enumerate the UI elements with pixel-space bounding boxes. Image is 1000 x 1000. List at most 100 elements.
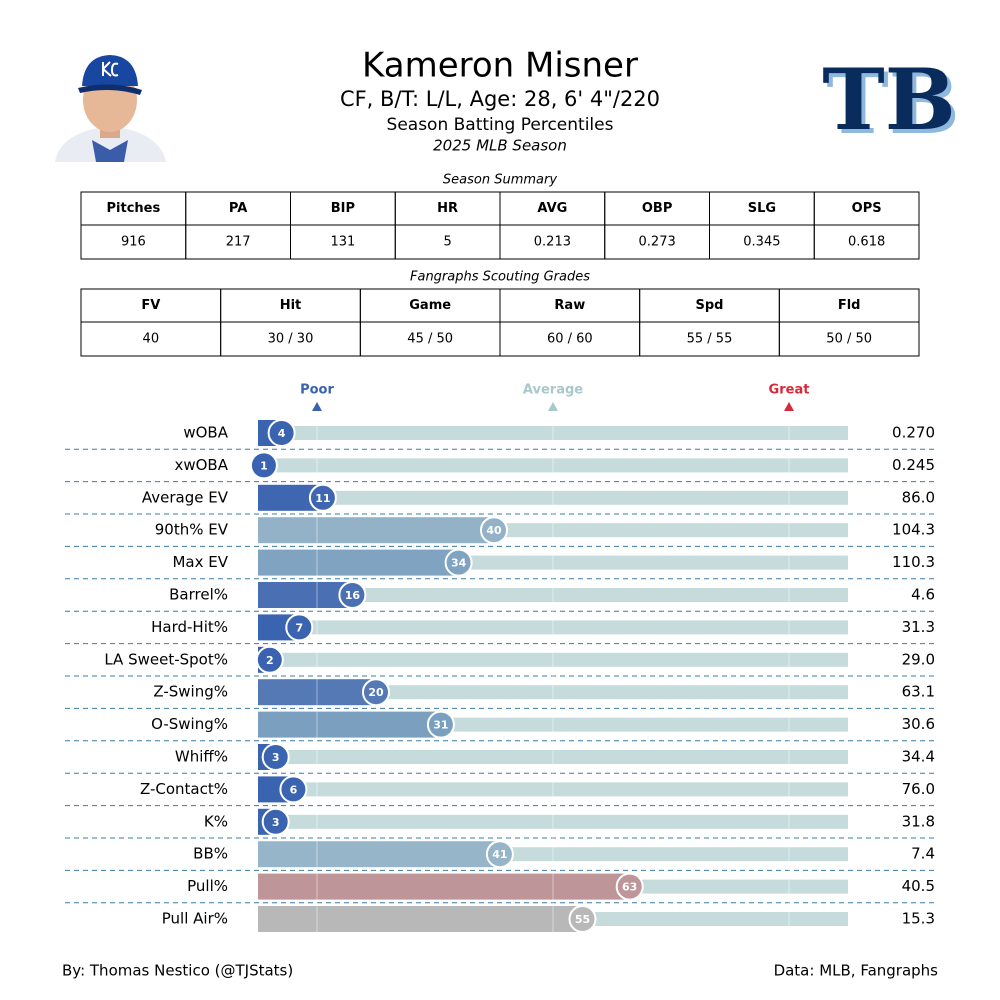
x-tick-label: Great [769, 383, 810, 398]
bar [258, 906, 583, 932]
row-label: wOBA [183, 424, 228, 442]
table-header: FV [141, 298, 160, 313]
percentile-label: 40 [486, 524, 502, 537]
percentile-bubble [480, 516, 508, 545]
table-header: HR [437, 201, 458, 216]
bar [258, 549, 459, 576]
row-label: O-Swing% [151, 715, 228, 733]
percentile-label: 41 [492, 848, 507, 861]
percentile-bubble [285, 613, 314, 642]
percentile-bubble [444, 548, 473, 577]
table-header: OBP [642, 201, 673, 216]
row-label: Average EV [142, 488, 229, 506]
table-value: 0.213 [534, 235, 571, 250]
stat-value: 76.0 [902, 780, 935, 798]
stat-value: 104.3 [892, 521, 935, 539]
stat-value: 0.245 [892, 456, 935, 474]
percentile-label: 11 [315, 492, 330, 505]
table-header: PA [229, 201, 247, 216]
row-label: Z-Contact% [140, 780, 228, 798]
bar [258, 841, 500, 868]
team-logo-shadow: TB [826, 54, 960, 153]
table-header: AVG [537, 201, 567, 216]
table-header: Fld [838, 298, 861, 313]
tick-marker [784, 402, 794, 411]
table-value: 0.273 [639, 235, 676, 250]
bar [258, 711, 441, 738]
track [258, 685, 848, 700]
row-label: Whiff% [175, 748, 228, 766]
track [258, 750, 848, 764]
percentile-bubble [255, 645, 284, 674]
table-value: 131 [330, 235, 355, 250]
table-header: SLG [748, 201, 776, 216]
row-label: Pull% [187, 877, 228, 895]
percentile-bubble [338, 581, 367, 609]
percentile-label: 2 [266, 654, 274, 667]
table-title: Fangraphs Scouting Grades [410, 270, 590, 285]
player-headshot [55, 55, 166, 162]
row-label: Barrel% [169, 586, 228, 604]
track [258, 458, 848, 473]
subtitle: CF, B/T: L/L, Age: 28, 6' 4"/220 [340, 87, 660, 111]
table-header: OPS [852, 201, 882, 216]
team-logo: TB [822, 50, 956, 149]
percentile-bubble [615, 872, 644, 901]
stat-value: 7.4 [911, 845, 935, 863]
percentile-bubble [308, 483, 337, 512]
percentile-bubble [485, 840, 514, 869]
track [258, 490, 848, 505]
table-value: 0.618 [848, 235, 885, 250]
percentile-label: 55 [575, 913, 590, 926]
stat-value: 34.4 [902, 748, 935, 766]
stat-value: 63.1 [902, 683, 935, 701]
table-value: 60 / 60 [547, 332, 593, 347]
bar [258, 679, 376, 706]
percentile-bubble [261, 807, 290, 836]
table-value: 30 / 30 [268, 332, 314, 347]
x-tick-label: Poor [300, 383, 334, 398]
track [258, 588, 848, 602]
percentile-label: 31 [433, 719, 448, 732]
tick-marker [312, 402, 322, 411]
title: Kameron Misner [362, 46, 638, 86]
track [258, 814, 848, 829]
percentile-bubble [267, 419, 296, 447]
table-header: Hit [280, 298, 302, 313]
percentile-bubble [568, 905, 597, 933]
track [258, 652, 848, 667]
source: Data: MLB, Fangraphs [774, 962, 939, 980]
percentile-label: 63 [622, 881, 637, 894]
stat-value: 110.3 [892, 553, 935, 571]
percentile-label: 7 [295, 621, 303, 634]
row-label: xwOBA [174, 456, 228, 474]
percentile-label: 4 [278, 427, 286, 440]
table-title: Season Summary [443, 173, 557, 188]
table-value: 40 [143, 332, 160, 347]
bars: wOBA 0.270 xwOBA 0.245 Average EV 86.0 90th% E… [65, 420, 935, 932]
table-header: Pitches [107, 201, 161, 216]
x-tick-label: Average [523, 383, 583, 398]
percentile-bubble [249, 451, 278, 480]
row-label: BB% [193, 845, 228, 863]
stat-value: 29.0 [902, 650, 935, 668]
table-value: 45 / 50 [407, 332, 453, 347]
track [258, 620, 848, 635]
credit: By: Thomas Nestico (@TJStats) [62, 962, 293, 980]
table-value: 55 / 55 [687, 332, 733, 347]
table-value: 5 [443, 235, 451, 250]
percentile-label: 16 [345, 589, 361, 602]
row-label: Pull Air% [162, 910, 228, 928]
table-cell [778, 321, 920, 357]
percentile-label: 6 [290, 783, 298, 796]
bar [258, 517, 494, 544]
table-value: 916 [121, 235, 146, 250]
percentile-bubble [279, 775, 308, 804]
row-label: Max EV [172, 553, 228, 571]
track [258, 782, 848, 797]
stat-value: 30.6 [902, 715, 935, 733]
percentile-bubble [426, 710, 455, 739]
track [258, 426, 848, 440]
table-value: 50 / 50 [826, 332, 872, 347]
